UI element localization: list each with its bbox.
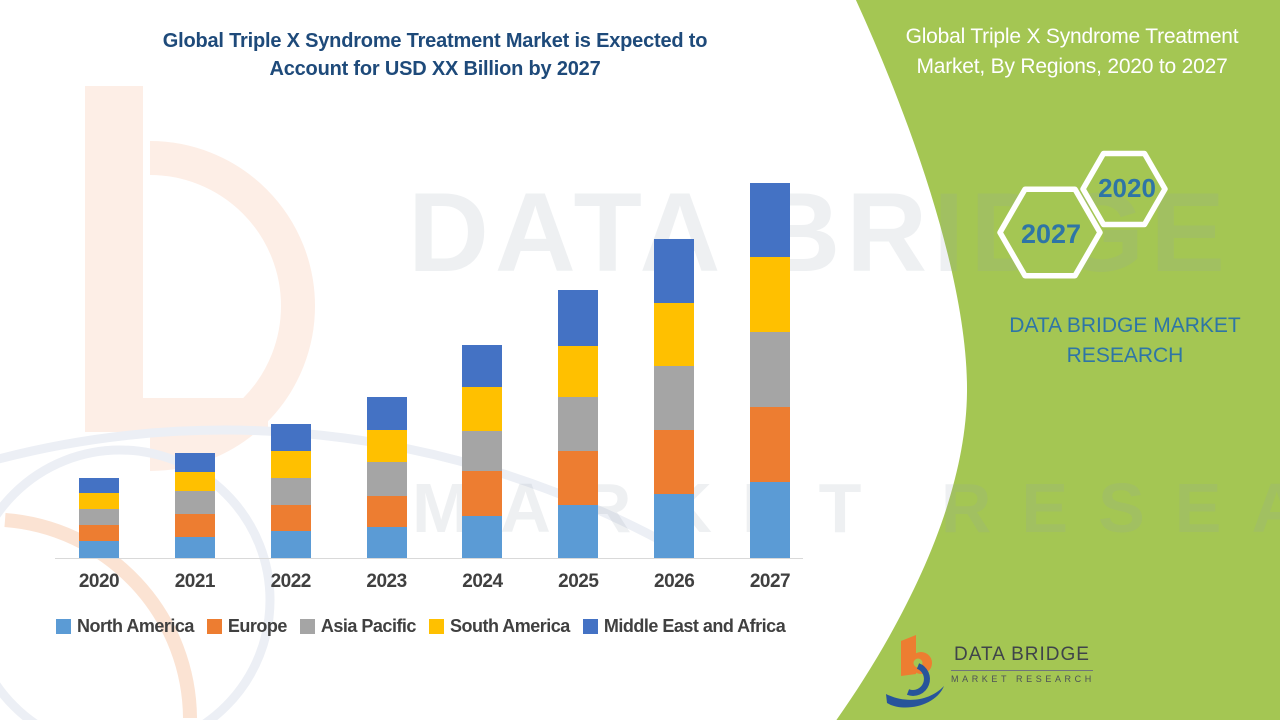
middle-east-and-africa-segment-2027	[749, 183, 790, 257]
hexagon-2020	[1080, 150, 1168, 228]
middle-east-and-africa-segment-2026	[654, 239, 695, 303]
middle-east-and-africa-segment-2022	[270, 424, 311, 451]
legend-label: Asia Pacific	[320, 616, 417, 636]
hexagon-2020-label: 2020	[1098, 173, 1156, 203]
plot-area	[55, 160, 813, 559]
europe-segment-2020	[79, 525, 119, 541]
legend-swatch-icon	[206, 619, 222, 634]
bar-2025	[558, 290, 599, 558]
x-label-2024: 2024	[462, 571, 503, 592]
chart-title: Global Triple X Syndrome Treatment Marke…	[40, 27, 830, 83]
x-label-2022: 2022	[270, 571, 312, 592]
legend-label: South America	[449, 616, 570, 636]
bar-2027	[749, 183, 790, 558]
green-side-panel	[836, 0, 1280, 720]
x-label-2026: 2026	[654, 571, 695, 592]
middle-east-and-africa-segment-2020	[79, 478, 119, 493]
legend-label: North America	[77, 616, 194, 636]
north-america-segment-2021	[174, 537, 215, 558]
south-america-segment-2027	[749, 257, 790, 332]
north-america-segment-2022	[270, 531, 311, 558]
legend-swatch-icon	[582, 619, 598, 634]
legend-swatch-icon	[56, 619, 71, 634]
middle-east-and-africa-segment-2025	[558, 290, 599, 346]
south-america-segment-2023	[366, 430, 407, 462]
legend-item-middle-east-and-africa: Middle East and Africa	[582, 616, 786, 637]
dbmr-logo-text: DATA BRIDGE MARKET RESEARCH	[951, 644, 1093, 684]
asia-pacific-segment-2023	[366, 462, 407, 496]
x-label-2025: 2025	[558, 571, 599, 592]
asia-pacific-segment-2026	[654, 366, 695, 430]
watermark-line2: MARKET RESEARCH	[412, 469, 1280, 547]
chart-title-line2: Account for USD XX Billion by 2027	[269, 58, 601, 80]
europe-segment-2024	[462, 471, 503, 516]
europe-segment-2025	[558, 451, 599, 505]
north-america-segment-2027	[749, 482, 790, 558]
asia-pacific-segment-2024	[462, 431, 503, 471]
x-label-2027: 2027	[749, 571, 791, 592]
side-panel-title-line1: Global Triple X Syndrome Treatment	[905, 25, 1239, 48]
south-america-segment-2020	[79, 493, 119, 509]
legend-item-south-america: South America	[428, 616, 570, 637]
europe-segment-2022	[270, 505, 311, 531]
south-america-segment-2024	[462, 387, 503, 431]
south-america-segment-2025	[558, 346, 599, 397]
south-america-segment-2026	[654, 303, 695, 366]
chart-title-line1: Global Triple X Syndrome Treatment Marke…	[162, 30, 708, 52]
asia-pacific-segment-2022	[270, 478, 311, 505]
north-america-segment-2024	[462, 516, 503, 558]
dbmr-logo-sub: MARKET RESEARCH	[951, 674, 1095, 684]
middle-east-and-africa-segment-2024	[462, 345, 503, 387]
brand-text-line2: RESEARCH	[1066, 344, 1184, 367]
x-label-2023: 2023	[366, 571, 407, 592]
legend: North America Europe Asia Pacific South Ame…	[56, 616, 786, 637]
asia-pacific-segment-2025	[558, 397, 599, 451]
europe-segment-2023	[366, 496, 407, 527]
dbmr-logo-icon	[886, 635, 944, 708]
europe-segment-2021	[174, 514, 215, 537]
hexagon-2027-label: 2027	[1021, 219, 1081, 249]
bar-2022	[270, 424, 311, 558]
legend-item-north-america: North America	[56, 616, 194, 637]
legend-swatch-icon	[299, 619, 315, 634]
middle-east-and-africa-segment-2023	[366, 397, 407, 430]
asia-pacific-segment-2021	[174, 491, 215, 514]
legend-item-europe: Europe	[206, 616, 288, 637]
south-america-segment-2022	[270, 451, 311, 478]
dbmr-logo-name: DATA BRIDGE	[951, 644, 1093, 671]
x-label-2021: 2021	[174, 571, 216, 592]
bar-2024	[462, 345, 503, 558]
bar-2026	[654, 239, 695, 558]
legend-label: Middle East and Africa	[603, 616, 786, 636]
middle-east-and-africa-segment-2021	[174, 453, 215, 472]
asia-pacific-segment-2027	[749, 332, 790, 407]
side-panel-title: Global Triple X Syndrome Treatment Marke…	[872, 22, 1272, 82]
south-america-segment-2021	[174, 472, 215, 491]
brand-text: DATA BRIDGE MARKET RESEARCH	[960, 311, 1280, 371]
north-america-segment-2020	[79, 541, 119, 558]
north-america-segment-2023	[366, 527, 407, 558]
legend-item-asia-pacific: Asia Pacific	[299, 616, 417, 637]
x-label-2020: 2020	[78, 571, 120, 592]
asia-pacific-segment-2020	[79, 509, 119, 525]
bar-2020	[79, 478, 119, 558]
north-america-segment-2026	[654, 494, 695, 558]
side-panel-title-line2: Market, By Regions, 2020 to 2027	[916, 55, 1228, 78]
x-axis-line	[55, 558, 803, 559]
bar-2021	[174, 453, 215, 558]
europe-segment-2026	[654, 430, 695, 494]
legend-swatch-icon	[428, 619, 444, 634]
legend-label: Europe	[227, 616, 288, 636]
hexagon-2027	[997, 186, 1103, 279]
logo-watermark	[85, 86, 315, 471]
bar-2023	[366, 397, 407, 558]
north-america-segment-2025	[558, 505, 599, 558]
brand-text-line1: DATA BRIDGE MARKET	[1009, 314, 1241, 337]
europe-segment-2027	[749, 407, 790, 482]
